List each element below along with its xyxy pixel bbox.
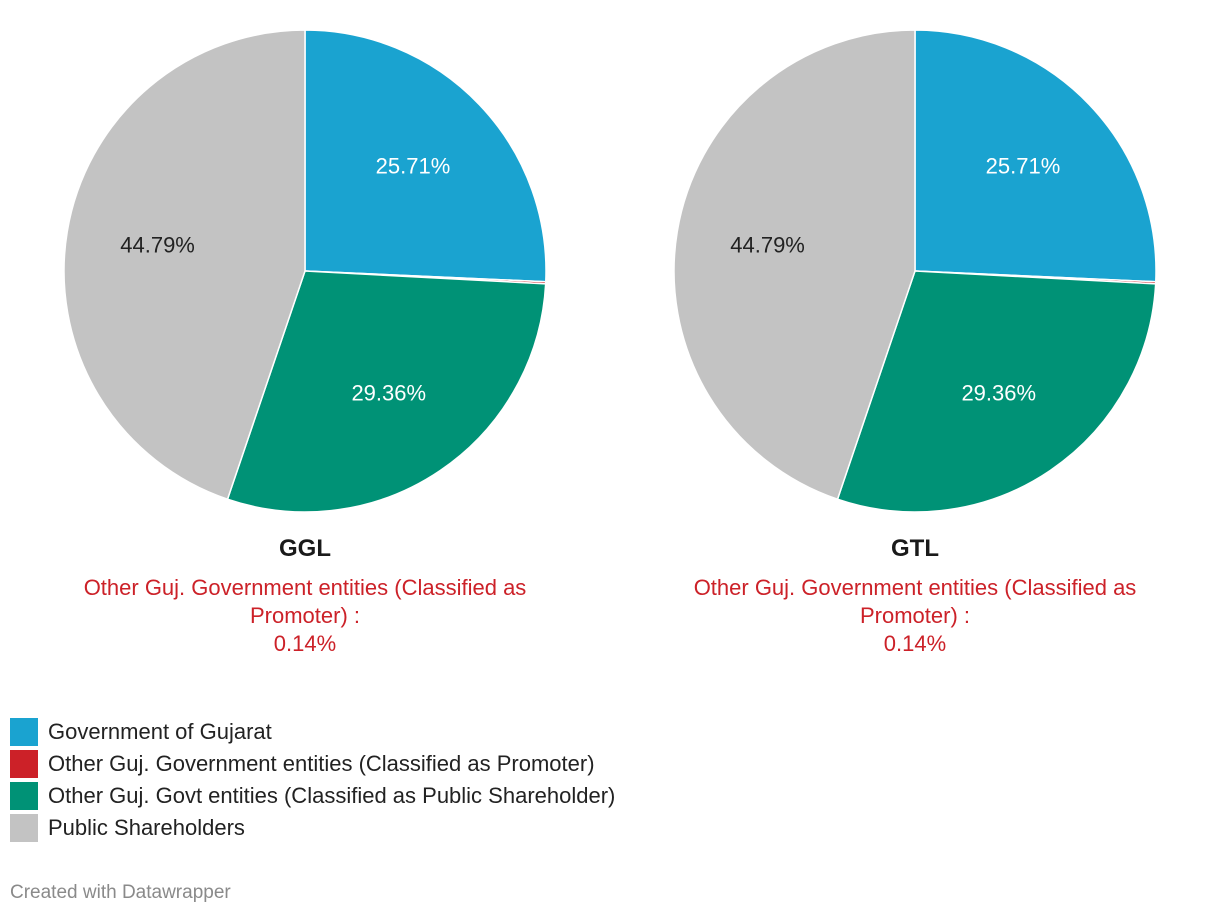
legend-label: Other Guj. Govt entities (Classified as … [48,783,616,808]
credit-text: Created with Datawrapper [10,882,231,903]
note-line: 0.14% [273,631,337,656]
slice-value-label: 25.71% [986,154,1061,179]
legend-label: Other Guj. Government entities (Classifi… [48,751,595,776]
pie-svg-ggl: 25.71% 29.36% 44.79% [63,29,547,513]
promoter-note-gtl: Other Guj. Government entities (Classifi… [665,574,1165,658]
note-line: Promoter) : [249,603,361,628]
pie-slice [673,29,916,500]
pie-slice [836,270,1157,513]
pie-svg-gtl: 25.71% 29.36% 44.79% [673,29,1157,513]
legend-swatch [10,782,38,810]
legend: Government of Gujarat Other Guj. Governm… [10,716,615,844]
legend-label: Government of Gujarat [48,719,272,744]
slice-value-label: 29.36% [351,381,426,406]
note-line: Other Guj. Government entities (Classifi… [83,575,527,600]
slice-value-label: 25.71% [376,154,451,179]
promoter-note-ggl: Other Guj. Government entities (Classifi… [55,574,555,658]
pie-slice [63,29,306,500]
pie-slice [304,29,547,283]
legend-label: Public Shareholders [48,815,245,840]
note-line: Promoter) : [859,603,971,628]
note-line: Other Guj. Government entities (Classifi… [693,575,1137,600]
legend-item: Public Shareholders [10,812,615,844]
pie-slice [226,270,547,513]
pie-slice [914,29,1157,283]
note-line: 0.14% [883,631,947,656]
legend-item: Other Guj. Govt entities (Classified as … [10,780,615,812]
slice-value-label: 44.79% [120,232,195,257]
slice-value-label: 29.36% [961,381,1036,406]
legend-item: Government of Gujarat [10,716,615,748]
legend-swatch [10,718,38,746]
pie-chart-ggl: 25.71% 29.36% 44.79% GGL Other Guj. Govern… [55,0,555,656]
chart-title-ggl: GGL [279,535,331,562]
pie-chart-gtl: 25.71% 29.36% 44.79% GTL Other Guj. Govern… [665,0,1165,656]
slice-value-label: 44.79% [730,232,805,257]
legend-item: Other Guj. Government entities (Classifi… [10,748,615,780]
chart-title-gtl: GTL [891,535,939,562]
legend-swatch [10,750,38,778]
legend-swatch [10,814,38,842]
